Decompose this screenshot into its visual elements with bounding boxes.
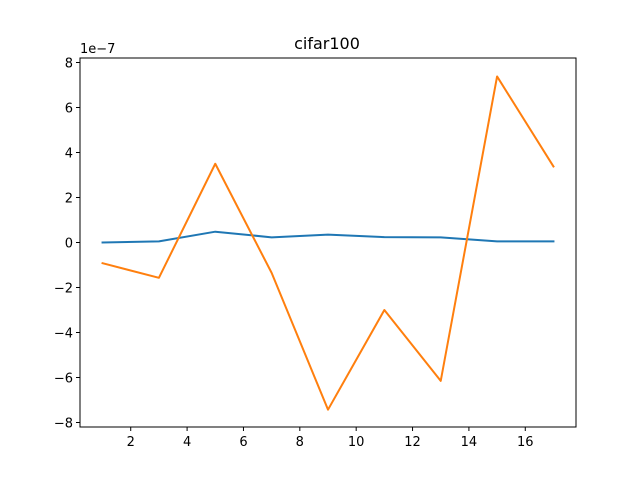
y-offset-label: 1e−7 — [80, 42, 115, 57]
x-tick-label: 2 — [127, 435, 135, 450]
y-tick-label: −4 — [54, 327, 73, 342]
axis-layer: 2 4 6 8 10 12 14 16 −8 −6 −4 −2 0 2 4 6 8 — [54, 57, 534, 451]
y-tick-label: 6 — [65, 102, 73, 117]
x-tick-label: 4 — [183, 435, 191, 450]
y-tick-label: −6 — [54, 372, 73, 387]
chart-title: cifar100 — [294, 34, 360, 53]
series-layer — [101, 75, 555, 411]
x-tick-label: 14 — [461, 435, 478, 450]
y-tick-label: 8 — [65, 57, 73, 72]
y-tick-label: −2 — [54, 282, 73, 297]
y-tick-label: 4 — [65, 147, 73, 162]
y-tick-label: −8 — [54, 417, 73, 432]
x-tick-label: 10 — [348, 435, 365, 450]
series-line-2 — [101, 75, 555, 411]
y-tick-label: 0 — [65, 237, 73, 252]
x-tick-label: 16 — [517, 435, 534, 450]
x-tick-label: 6 — [239, 435, 247, 450]
x-tick-label: 8 — [296, 435, 304, 450]
series-line-1 — [101, 230, 555, 244]
y-tick-label: 2 — [65, 192, 73, 207]
x-tick-label: 12 — [404, 435, 421, 450]
plot-frame — [79, 57, 577, 428]
